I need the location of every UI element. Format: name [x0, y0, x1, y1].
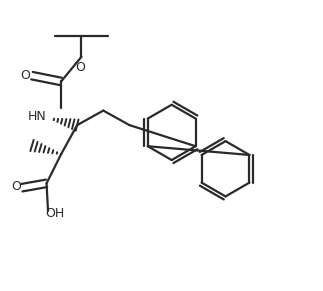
Text: O: O: [12, 180, 22, 193]
Text: OH: OH: [46, 207, 65, 220]
Text: HN: HN: [27, 111, 46, 123]
Text: O: O: [76, 61, 86, 74]
Text: O: O: [21, 69, 31, 81]
